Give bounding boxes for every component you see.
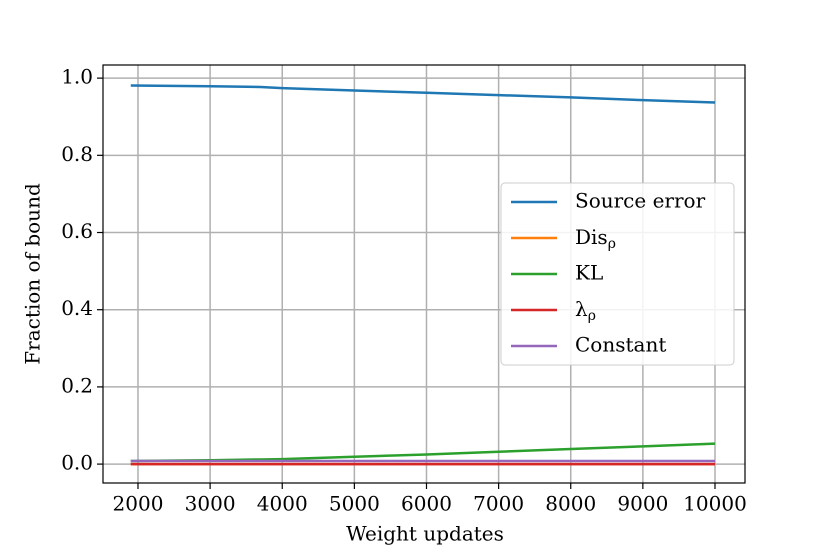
- legend-label: KL: [575, 261, 603, 285]
- y-tick-label: 0.4: [61, 296, 93, 320]
- legend-label: λρ: [575, 297, 596, 325]
- y-tick-label: 0.0: [61, 451, 93, 475]
- x-tick-label: 4000: [257, 492, 308, 516]
- y-tick-label: 0.8: [61, 142, 93, 166]
- legend: Source error Disρ KL λρ Constant: [500, 182, 735, 366]
- x-axis-label: Weight updates: [346, 522, 504, 546]
- legend-label: Source error: [575, 189, 706, 213]
- series-line: [130, 442, 716, 463]
- legend-label: Constant: [575, 333, 666, 357]
- y-tick-label: 0.6: [61, 219, 93, 243]
- x-tick-label: 3000: [185, 492, 236, 516]
- y-axis-label: Fraction of bound: [21, 183, 45, 365]
- series-line: [130, 84, 716, 104]
- x-tick-label: 5000: [329, 492, 380, 516]
- legend-label: Disρ: [575, 225, 616, 253]
- plot-frame: [102, 64, 746, 484]
- x-tick-label: 8000: [545, 492, 596, 516]
- y-tick-label: 1.0: [61, 65, 93, 89]
- x-tick-label: 9000: [617, 492, 668, 516]
- x-tick-label: 7000: [473, 492, 524, 516]
- y-tick-label: 0.2: [61, 373, 93, 397]
- x-tick-label: 10000: [683, 492, 747, 516]
- legend-box: [500, 182, 735, 366]
- x-tick-label: 2000: [113, 492, 164, 516]
- x-tick-label: 6000: [401, 492, 452, 516]
